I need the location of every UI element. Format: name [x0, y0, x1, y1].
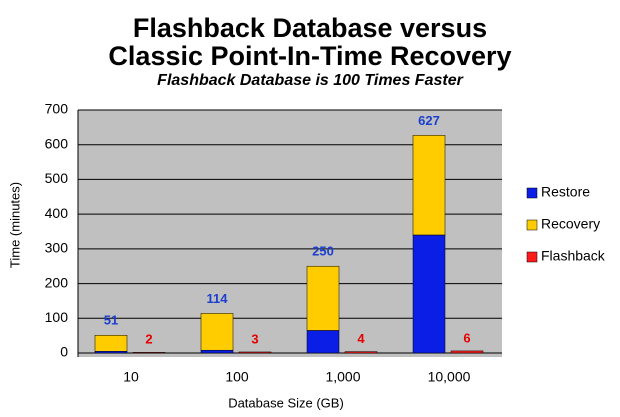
x-tick-label: 100: [225, 369, 249, 385]
bar-segment: [200, 313, 234, 351]
legend-label: Recovery: [541, 216, 600, 232]
legend-swatch: [526, 187, 538, 199]
y-tick-label: 300: [45, 240, 69, 256]
total-label: 51: [104, 313, 118, 328]
bar-segment: [450, 350, 484, 354]
bar-segment: [238, 351, 272, 354]
legend-swatch: [526, 219, 538, 231]
y-tick-label: 700: [45, 101, 69, 117]
legend-swatch: [526, 251, 538, 263]
y-tick-label: 600: [45, 135, 69, 151]
chart-title: Flashback Database versus: [133, 13, 487, 43]
bar-segment: [132, 352, 166, 354]
x-tick-label: 10: [123, 369, 139, 385]
total-label: 627: [418, 113, 440, 128]
chart-title: Classic Point-In-Time Recovery: [108, 41, 511, 71]
total-label: 250: [312, 244, 334, 259]
legend-label: Restore: [541, 184, 590, 200]
bar-segment: [412, 234, 446, 354]
x-tick-label: 10,000: [428, 369, 471, 385]
y-tick-label: 200: [45, 274, 69, 290]
y-tick-label: 0: [60, 344, 68, 360]
bar-segment: [412, 135, 446, 236]
bar-segment: [94, 351, 128, 354]
data-label: 6: [463, 330, 470, 345]
x-tick-label: 1,000: [325, 369, 360, 385]
x-axis-label: Database Size (GB): [228, 395, 344, 410]
y-tick-label: 400: [45, 205, 69, 221]
data-label: 3: [251, 331, 258, 346]
chart-subtitle: Flashback Database is 100 Times Faster: [157, 72, 463, 89]
total-label: 114: [207, 291, 229, 306]
bar-segment: [306, 330, 340, 354]
y-axis-label: Time (minutes): [7, 182, 22, 268]
bar-segment: [306, 265, 340, 331]
data-label: 4: [357, 331, 365, 346]
bar-segment: [94, 335, 128, 352]
data-label: 2: [145, 332, 152, 347]
bar-segment: [344, 351, 378, 354]
y-tick-label: 500: [45, 170, 69, 186]
bar-segment: [200, 349, 234, 354]
y-tick-label: 100: [45, 309, 69, 325]
legend-label: Flashback: [541, 248, 606, 264]
